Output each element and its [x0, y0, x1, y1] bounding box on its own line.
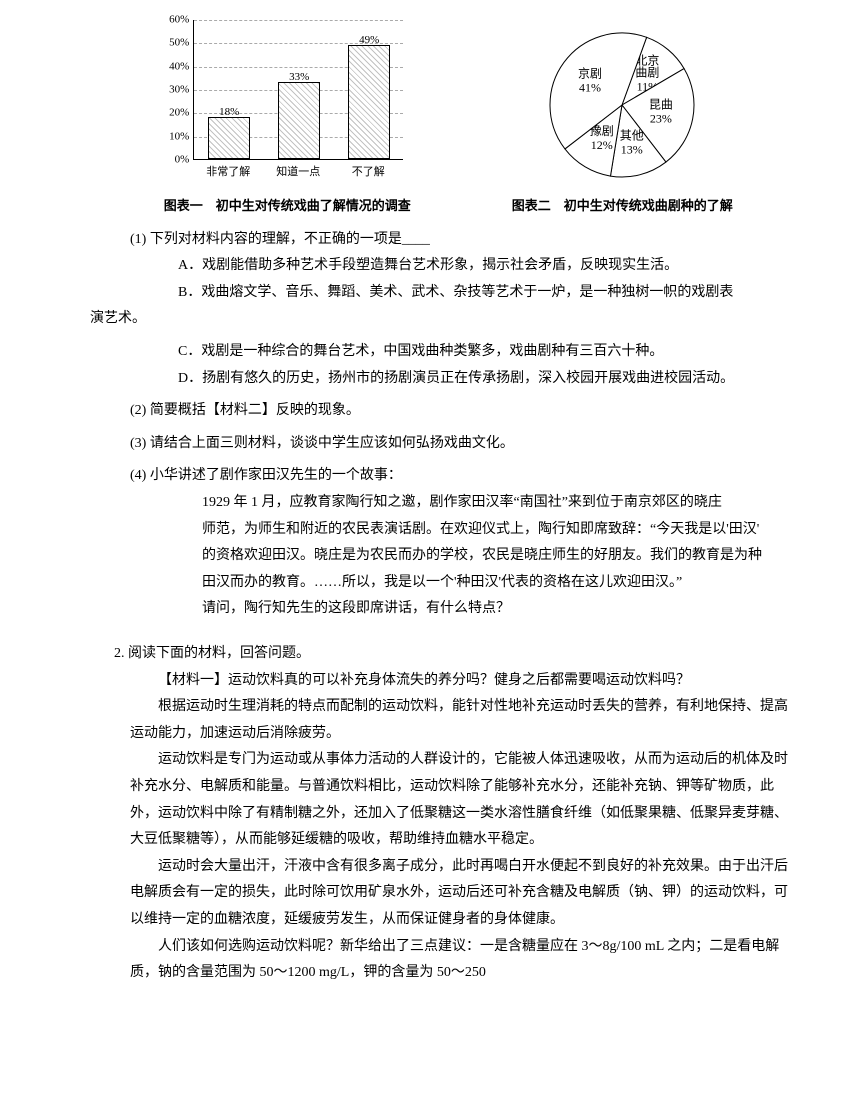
q1-sub1-opt-b-tail: 演艺术。: [90, 306, 800, 333]
bar-chart-caption: 图表一 初中生对传统戏曲了解情况的调查: [164, 194, 411, 219]
bar: 18%: [208, 117, 250, 159]
q2-header: 2. 阅读下面的材料，回答问题。: [114, 641, 800, 668]
q1-sub1-opt-a: A．戏剧能借助多种艺术手段塑造舞台艺术形象，揭示社会矛盾，反映现实生活。: [178, 253, 800, 280]
bar-value-label: 33%: [289, 67, 309, 88]
pie-chart-caption: 图表二 初中生对传统戏曲剧种的了解: [512, 194, 733, 219]
bar: 33%: [278, 82, 320, 159]
pie-slice-name: 曲剧: [636, 66, 660, 80]
pie-slice-percent: 41%: [579, 81, 601, 95]
q1-sub2: (2) 简要概括【材料二】反映的现象。: [130, 398, 800, 425]
q1-sub3-text: 请结合上面三则材料，谈谈中学生应该如何弘扬戏曲文化。: [150, 436, 514, 451]
q1-sub4-p5: 请问，陶行知先生的这段即席讲话，有什么特点？: [202, 596, 800, 623]
bar-chart-xlabel: 知道一点: [263, 162, 333, 183]
q1-sub1-blank: ____: [402, 232, 430, 247]
q1-sub4-num: (4): [130, 468, 146, 483]
q2-num: 2.: [114, 646, 125, 661]
q1-sub2-num: (2): [130, 403, 146, 418]
q2-p4: 人们该如何选购运动饮料呢？新华给出了三点建议：一是含糖量应在 3～8g/100 …: [130, 934, 800, 987]
q1-sub1: (1) 下列对材料内容的理解，不正确的一项是____ A．戏剧能借助多种艺术手段…: [130, 227, 800, 307]
q2-stem: 阅读下面的材料，回答问题。: [128, 646, 310, 661]
q1-sub1-num: (1): [130, 232, 146, 247]
q2-p3: 运动时会大量出汗，汗液中含有很多离子成分，此时再喝白开水便起不到良好的补充效果。…: [130, 854, 800, 934]
q1-sub2-text: 简要概括【材料二】反映的现象。: [150, 403, 360, 418]
pie-slice-name: 其他: [620, 128, 644, 142]
bar-value-label: 18%: [219, 102, 239, 123]
bar-chart-ytick: 20%: [169, 103, 189, 124]
pie-chart: 北京曲剧11%昆曲23%其他13%豫剧12%京剧41%: [517, 20, 727, 190]
q1-sub4-p3: 的资格欢迎田汉。晓庄是为农民而办的学校，农民是晓庄师生的好朋友。我们的教育是为种: [202, 543, 800, 570]
pie-slice-name: 昆曲: [649, 98, 673, 112]
bar-value-label: 49%: [359, 30, 379, 51]
q1-sub4-p1: 1929 年 1 月，应教育家陶行知之邀，剧作家田汉率“南国社”来到位于南京郊区…: [202, 490, 800, 517]
bar-chart-ytick: 50%: [169, 33, 189, 54]
bar-chart-y-axis: 0%10%20%30%40%50%60%: [157, 20, 193, 160]
bar-chart-x-labels: 非常了解知道一点不了解: [193, 162, 403, 183]
q1-sub4-p4: 田汉而办的教育。……所以，我是以一个'种田汉'代表的资格在这儿欢迎田汉。”: [202, 570, 800, 597]
bar-chart-plot: 18% 33% 49%: [193, 20, 403, 160]
q1-sub4: (4) 小华讲述了剧作家田汉先生的一个故事： 1929 年 1 月，应教育家陶行…: [130, 463, 800, 623]
q1-sub3: (3) 请结合上面三则材料，谈谈中学生应该如何弘扬戏曲文化。: [130, 431, 800, 458]
bar-chart-ytick: 40%: [169, 56, 189, 77]
q1-sub1-opt-d: D．扬剧有悠久的历史，扬州市的扬剧演员正在传承扬剧，深入校园开展戏曲进校园活动。: [178, 366, 800, 393]
pie-slice-percent: 13%: [621, 142, 643, 156]
q1-sub1-stem: 下列对材料内容的理解，不正确的一项是: [150, 232, 402, 247]
q2-p1: 根据运动时生理消耗的特点而配制的运动饮料，能针对性地补充运动时丢失的营养，有利地…: [130, 694, 800, 747]
q1-sub4-p2: 师范，为师生和附近的农民表演话剧。在欢迎仪式上，陶行知即席致辞：“今天我是以'田…: [202, 517, 800, 544]
q1-sub1-opt-b: B．戏曲熔文学、音乐、舞蹈、美术、武术、杂技等艺术于一炉，是一种独树一帜的戏剧表: [178, 280, 800, 307]
bar-chart-ytick: 10%: [169, 126, 189, 147]
q1-sub4-stem: 小华讲述了剧作家田汉先生的一个故事：: [150, 468, 402, 483]
bar-chart-xlabel: 非常了解: [193, 162, 263, 183]
bar-chart-ytick: 0%: [175, 150, 190, 171]
bar-chart-xlabel: 不了解: [333, 162, 403, 183]
q1-sub1-cd: C．戏剧是一种综合的舞台艺术，中国戏曲种类繁多，戏曲剧种有三百六十种。 D．扬剧…: [130, 339, 800, 392]
bar-chart-ytick: 30%: [169, 80, 189, 101]
q1-sub1-opt-c: C．戏剧是一种综合的舞台艺术，中国戏曲种类繁多，戏曲剧种有三百六十种。: [178, 339, 800, 366]
bar-chart: 0%10%20%30%40%50%60% 18%33%49% 非常了解知道一点不…: [157, 20, 417, 190]
bar-chart-block: 0%10%20%30%40%50%60% 18%33%49% 非常了解知道一点不…: [157, 20, 417, 219]
pie-slice-percent: 23%: [650, 112, 672, 126]
q1-sub3-num: (3): [130, 436, 146, 451]
charts-row: 0%10%20%30%40%50%60% 18%33%49% 非常了解知道一点不…: [90, 20, 800, 219]
pie-slice-name: 京剧: [578, 67, 602, 81]
pie-slice-percent: 12%: [591, 138, 613, 152]
pie-chart-block: 北京曲剧11%昆曲23%其他13%豫剧12%京剧41% 图表二 初中生对传统戏曲…: [512, 20, 733, 219]
q2-m1-title: 【材料一】运动饮料真的可以补充身体流失的养分吗？健身之后都需要喝运动饮料吗？: [130, 668, 800, 695]
bar-chart-ytick: 60%: [169, 10, 189, 31]
q2-p2: 运动饮料是专门为运动或从事体力活动的人群设计的，它能被人体迅速吸收，从而为运动后…: [130, 747, 800, 853]
bar: 49%: [348, 45, 390, 159]
